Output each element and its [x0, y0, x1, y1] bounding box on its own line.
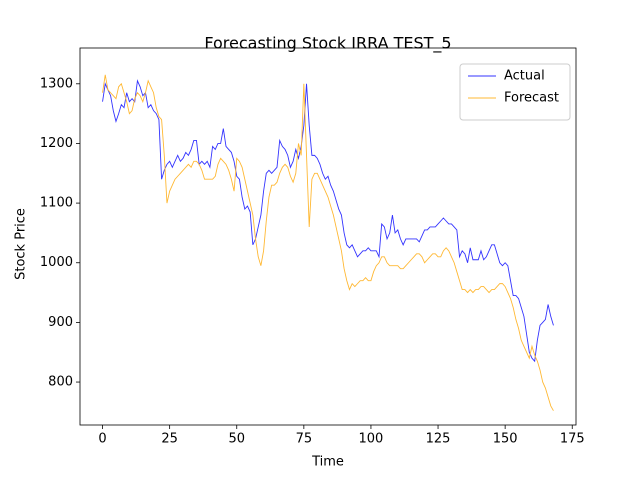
series-line	[102, 74, 554, 411]
x-tick-label: 50	[228, 432, 245, 447]
x-tick-label: 175	[560, 432, 585, 447]
y-tick-label: 1000	[40, 255, 73, 270]
x-tick-label: 25	[161, 432, 178, 447]
y-tick-label: 1100	[40, 196, 73, 211]
x-tick-label: 0	[98, 432, 106, 447]
x-axis-label: Time	[311, 455, 344, 470]
chart-title: Forecasting Stock IRRA TEST_5	[204, 34, 451, 54]
series-line	[102, 79, 554, 363]
legend-label: Forecast	[504, 91, 559, 106]
y-axis-label: Stock Price	[14, 208, 29, 280]
y-tick-label: 1300	[40, 76, 73, 91]
y-tick-label: 800	[48, 375, 73, 390]
legend-box	[459, 63, 571, 121]
x-tick-label: 150	[493, 432, 518, 447]
legend-label: Actual	[504, 69, 545, 84]
x-tick-label: 125	[426, 432, 451, 447]
x-tick-label: 75	[296, 432, 313, 447]
y-tick-label: 1200	[40, 136, 73, 151]
plot-frame	[79, 47, 577, 426]
x-tick-label: 100	[359, 432, 384, 447]
y-tick-label: 900	[48, 315, 73, 330]
